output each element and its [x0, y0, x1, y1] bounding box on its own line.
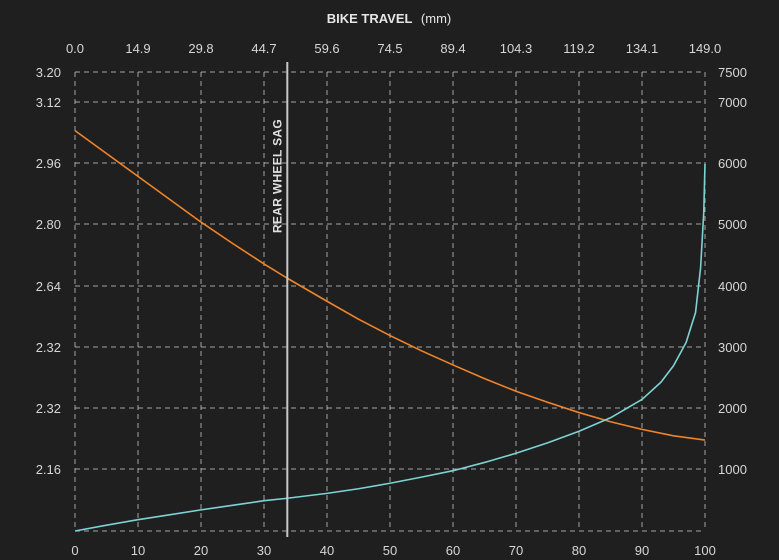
x-bottom-tick-label: 100 [694, 543, 716, 558]
series [74, 129, 706, 532]
y-left-tick-label: 3.20 [36, 65, 61, 80]
y-right-tick-label: 3000 [718, 340, 747, 355]
x-top-tick-label: 89.4 [440, 41, 465, 56]
y-left-tick-label: 3.12 [36, 95, 61, 110]
y-right-tick-label: 1000 [718, 462, 747, 477]
y-left-tick-label: 2.16 [36, 462, 61, 477]
x-top-tick-label: 134.1 [626, 41, 659, 56]
x-top-tick-label: 14.9 [125, 41, 150, 56]
x-top-tick-label: 0.0 [66, 41, 84, 56]
y-left-tick-label: 2.32 [36, 401, 61, 416]
y-right-tick-label: 7500 [718, 65, 747, 80]
y-left-tick-label: 2.96 [36, 156, 61, 171]
x-top-tick-label: 74.5 [377, 41, 402, 56]
chart-title-unit: (mm) [421, 11, 451, 26]
y-right-tick-label: 6000 [718, 156, 747, 171]
annotation-layer: REAR WHEEL SAG [270, 62, 289, 537]
x-bottom-tick-label: 90 [635, 543, 649, 558]
x-bottom-tick-label: 80 [572, 543, 586, 558]
chart-title: BIKE TRAVEL (mm) [327, 10, 452, 27]
x-bottom-tick-label: 20 [194, 543, 208, 558]
x-bottom-tick-label: 40 [320, 543, 334, 558]
rear-wheel-sag-label: REAR WHEEL SAG [270, 119, 284, 233]
x-bottom-tick-label: 10 [131, 543, 145, 558]
x-top-tick-label: 104.3 [500, 41, 533, 56]
series-line-orange [74, 129, 706, 441]
tick-labels: 0 10 20 30 40 50 60 70 80 90 100 0.0 14.9 29.8 44.7 59.… [36, 41, 747, 558]
x-top-tick-label: 29.8 [188, 41, 213, 56]
x-bottom-tick-label: 70 [509, 543, 523, 558]
y-right-tick-label: 2000 [718, 401, 747, 416]
y-left-tick-label: 2.64 [36, 279, 61, 294]
y-right-tick-label: 7000 [718, 95, 747, 110]
chart-title-main: BIKE TRAVEL [327, 11, 413, 26]
x-bottom-tick-label: 60 [446, 543, 460, 558]
x-top-tick-label: 149.0 [689, 41, 722, 56]
y-left-tick-label: 2.80 [36, 217, 61, 232]
y-left-tick-label: 2.32 [36, 340, 61, 355]
x-bottom-tick-label: 30 [257, 543, 271, 558]
y-right-tick-label: 4000 [718, 279, 747, 294]
series-line-cyan [74, 163, 706, 532]
x-top-tick-label: 119.2 [563, 41, 595, 56]
x-top-tick-label: 44.7 [251, 41, 276, 56]
grid [74, 71, 706, 532]
x-bottom-tick-label: 50 [383, 543, 397, 558]
x-bottom-tick-label: 0 [71, 543, 78, 558]
y-right-tick-label: 5000 [718, 217, 747, 232]
x-top-tick-label: 59.6 [314, 41, 339, 56]
